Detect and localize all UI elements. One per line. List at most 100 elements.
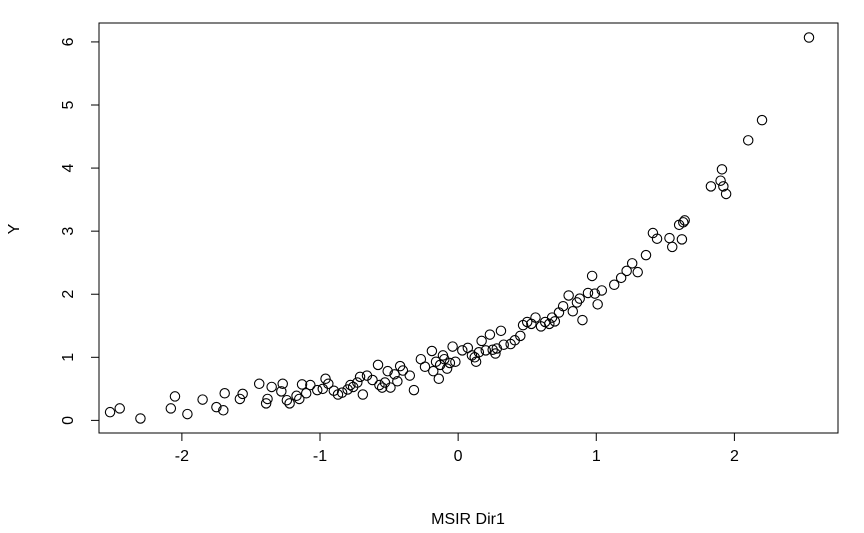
data-point [632, 266, 643, 278]
data-point [114, 403, 125, 414]
data-point [237, 388, 248, 400]
data-point [447, 341, 458, 352]
data-point [291, 390, 302, 402]
data-point [345, 379, 356, 391]
data-point [294, 393, 305, 405]
data-point [281, 394, 293, 406]
data-point [705, 181, 717, 192]
x-tick-label: 2 [730, 448, 739, 465]
data-point [549, 316, 561, 327]
data-point [135, 413, 146, 424]
data-point [577, 314, 588, 326]
data-point [664, 232, 675, 244]
y-axis-label: Y [6, 223, 23, 234]
data-point [392, 376, 403, 387]
data-point [678, 217, 689, 228]
data-point [589, 288, 601, 299]
data-point [608, 279, 620, 291]
data-point [197, 394, 208, 405]
data-point [718, 181, 729, 192]
data-point [300, 388, 312, 399]
data-point [408, 384, 420, 396]
data-point [276, 386, 287, 397]
data-point [615, 272, 627, 284]
data-point [382, 365, 393, 377]
x-tick-label: -2 [175, 448, 189, 465]
data-point [277, 378, 288, 390]
data-point [357, 389, 369, 400]
data-point [679, 215, 690, 226]
data-point [596, 285, 608, 296]
data-point [626, 258, 638, 269]
data-point [397, 365, 409, 376]
y-tick-label: 2 [60, 290, 77, 299]
data-point [182, 408, 193, 420]
data-point [544, 318, 555, 330]
data-point [266, 381, 277, 393]
data-point [490, 348, 501, 359]
data-point [211, 401, 222, 413]
data-point [803, 32, 815, 43]
data-point [444, 357, 456, 369]
data-point [715, 175, 726, 186]
data-point [336, 387, 348, 398]
data-point [218, 405, 229, 416]
data-point [323, 378, 334, 390]
data-point [563, 290, 574, 301]
data-point [305, 379, 316, 391]
data-point [498, 339, 509, 350]
y-tick-label: 4 [60, 164, 77, 173]
data-point [253, 378, 265, 390]
data-point [376, 382, 388, 393]
data-point [586, 270, 598, 282]
data-point [457, 345, 468, 356]
y-tick-label: 0 [60, 416, 77, 425]
data-point [419, 361, 431, 373]
data-points [104, 32, 815, 424]
data-point [354, 371, 366, 383]
data-point [165, 403, 177, 414]
data-point [742, 135, 754, 146]
y-tick-label: 1 [60, 353, 77, 362]
data-point [439, 353, 450, 365]
data-point [104, 406, 116, 418]
data-point [367, 374, 378, 386]
data-point [582, 287, 594, 299]
data-point [621, 265, 632, 277]
data-point [666, 241, 678, 253]
data-point [219, 388, 230, 399]
data-point [352, 377, 363, 388]
x-tick-label: -1 [313, 448, 327, 465]
data-point [756, 114, 768, 126]
y-tick-label: 5 [60, 100, 77, 109]
data-point [640, 249, 652, 261]
data-point [515, 330, 526, 342]
data-point [372, 359, 384, 371]
data-point [495, 325, 507, 337]
y-axis: 0 1 2 3 4 5 6 [60, 37, 99, 425]
y-tick-label: 6 [60, 37, 77, 46]
data-point [441, 363, 453, 374]
data-point [574, 293, 585, 304]
data-point [385, 382, 396, 393]
data-point [374, 379, 385, 391]
x-tick-label: 1 [592, 448, 601, 465]
data-point [284, 398, 295, 409]
data-point [716, 164, 728, 175]
data-point [473, 347, 485, 358]
data-point [296, 379, 308, 390]
data-point [320, 373, 331, 385]
data-point [484, 329, 496, 340]
data-point [720, 188, 732, 200]
data-point [450, 356, 461, 367]
data-point [260, 398, 272, 409]
data-point [676, 234, 688, 245]
x-axis-label: MSIR Dir1 [431, 511, 505, 528]
data-point [169, 391, 181, 402]
data-point [592, 299, 603, 310]
data-point [567, 306, 579, 317]
data-point [404, 370, 416, 381]
data-point [311, 384, 323, 396]
data-point [480, 345, 492, 356]
data-point [530, 312, 541, 323]
